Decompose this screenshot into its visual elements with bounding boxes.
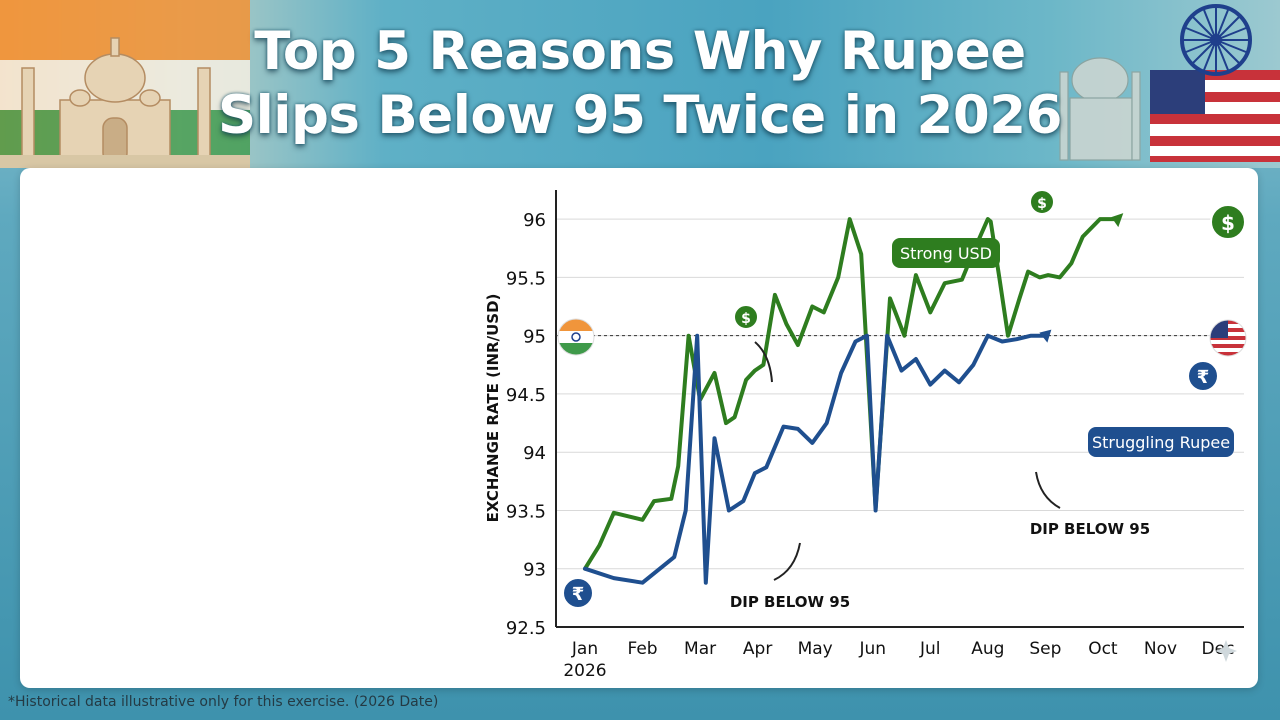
us-flag-round-icon xyxy=(1209,319,1247,357)
svg-text:$: $ xyxy=(1221,211,1235,235)
strong-usd-label-text: Strong USD xyxy=(900,244,992,263)
grid-lines xyxy=(556,218,1244,570)
struggling-rupee-arrowhead xyxy=(1039,329,1052,343)
page-title: Top 5 Reasons Why Rupee Slips Below 95 T… xyxy=(180,20,1100,148)
annotation-dip-2: DIP BELOW 95 xyxy=(1030,520,1150,538)
taj-mahal-us-flag-illustration xyxy=(1059,4,1280,162)
y-tick-labels: 92.5 93 93.5 94 94.5 95 95.5 96 xyxy=(506,210,546,639)
y-tick-label: 94 xyxy=(523,443,546,464)
series-label-strong-usd: Strong USD xyxy=(892,238,1000,268)
x-tick-label: Nov xyxy=(1144,639,1177,659)
rupee-coin-icon-end: ₹ xyxy=(1187,360,1219,392)
y-tick-label: 92.5 xyxy=(506,618,546,639)
ashoka-chakra-icon xyxy=(1180,4,1252,76)
x-tick-label: Feb xyxy=(627,639,657,659)
arrow-dip-2 xyxy=(1035,471,1061,509)
strong-usd-arrowhead xyxy=(1111,213,1124,228)
series-lines xyxy=(583,213,1124,585)
series-line-struggling-rupee xyxy=(583,333,1048,585)
footnote: *Historical data illustrative only for t… xyxy=(8,694,439,710)
svg-text:$: $ xyxy=(741,311,751,327)
x-tick-label: Jun xyxy=(858,639,886,659)
x-tick-label: Apr xyxy=(743,639,772,659)
dollar-coin-icon-apr: $ xyxy=(733,304,759,330)
y-axis-label: EXCHANGE RATE (INR/USD) xyxy=(484,294,502,523)
y-tick-label: 94.5 xyxy=(506,385,546,406)
x-tick-label: Sep xyxy=(1029,639,1061,659)
x-tick-label: Aug xyxy=(971,639,1004,659)
taj-mahal-india-flag-illustration xyxy=(0,0,250,168)
y-tick-label: 96 xyxy=(523,210,546,231)
rupee-coin-icon-start: ₹ xyxy=(562,577,594,609)
x-tick-label: Jul xyxy=(919,639,941,659)
chart-panel xyxy=(20,168,1258,688)
x-tick-label: Oct xyxy=(1088,639,1118,659)
arrow-peak-1 xyxy=(754,341,773,383)
x-tick-sublabel: 2026 xyxy=(563,661,606,681)
series-line-strong-usd xyxy=(583,217,1120,571)
svg-text:₹: ₹ xyxy=(572,584,585,605)
sparkle-icon xyxy=(1215,640,1237,662)
dollar-coin-icon-end: $ xyxy=(1210,204,1246,240)
header-banner: Top 5 Reasons Why Rupee Slips Below 95 T… xyxy=(0,0,1280,168)
svg-text:$: $ xyxy=(1037,196,1047,212)
struggling-rupee-label-text: Struggling Rupee xyxy=(1092,433,1230,452)
x-tick-label: Mar xyxy=(684,639,716,659)
y-tick-label: 95 xyxy=(523,327,546,348)
series-label-struggling-rupee: Struggling Rupee xyxy=(1088,427,1234,457)
arrow-dip-1 xyxy=(773,542,801,581)
x-tick-label: May xyxy=(798,639,833,659)
axes xyxy=(555,190,1244,628)
title-line-1: Top 5 Reasons Why Rupee xyxy=(254,21,1026,82)
x-tick-label: Jan xyxy=(571,639,598,659)
title-line-2: Slips Below 95 Twice in 2026 xyxy=(217,85,1063,146)
y-tick-label: 93 xyxy=(523,560,546,581)
annotation-dip-1: DIP BELOW 95 xyxy=(730,593,850,611)
y-tick-label: 93.5 xyxy=(506,501,546,522)
dollar-coin-icon-sep: $ xyxy=(1029,189,1055,215)
svg-text:₹: ₹ xyxy=(1197,367,1210,388)
y-tick-label: 95.5 xyxy=(506,268,546,289)
india-flag-icon xyxy=(557,318,595,356)
